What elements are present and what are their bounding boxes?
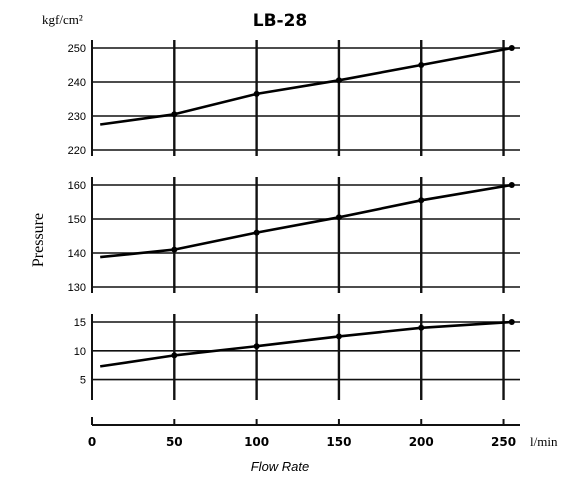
- series-line: [100, 183, 513, 259]
- y-tick-label: 240: [68, 77, 86, 89]
- data-point: [418, 62, 425, 68]
- x-unit-label: l/min: [530, 434, 558, 449]
- x-axis-label: Flow Rate: [251, 459, 310, 474]
- chart-title: LB-28: [253, 11, 308, 31]
- y-tick-label: 150: [68, 214, 86, 226]
- y-axis-label: Pressure: [30, 213, 47, 267]
- y-tick-label: 15: [74, 317, 86, 329]
- x-tick-label: 0: [88, 435, 96, 449]
- series-line: [100, 46, 513, 126]
- x-tick-label: 50: [166, 435, 183, 449]
- x-tick-label: 250: [491, 435, 516, 449]
- x-tick-label: 150: [326, 435, 351, 449]
- data-point: [253, 343, 260, 350]
- y-tick-label: 130: [68, 282, 86, 294]
- y-tick-label: 230: [68, 111, 86, 123]
- data-point: [171, 352, 178, 359]
- y-unit-label: kgf/cm²: [42, 12, 83, 27]
- panel-2: 130 140 150 160: [68, 177, 520, 294]
- data-point: [508, 182, 515, 188]
- y-tick-label: 140: [68, 248, 86, 260]
- data-point: [418, 197, 425, 204]
- data-point: [335, 214, 342, 221]
- data-point: [253, 90, 260, 97]
- data-point: [171, 246, 178, 253]
- y-tick-label: 10: [74, 346, 86, 358]
- data-point: [335, 77, 342, 84]
- y-tick-label: 220: [68, 145, 86, 157]
- y-tick-label: 5: [80, 375, 86, 387]
- panel-1: 220 230 240 250: [68, 40, 520, 157]
- data-point: [253, 229, 260, 236]
- data-point: [335, 333, 342, 340]
- x-tick-label: 100: [244, 435, 269, 449]
- data-point: [508, 45, 515, 51]
- x-tick-label: 200: [409, 435, 434, 449]
- y-tick-label: 250: [68, 43, 86, 55]
- data-point: [418, 324, 425, 331]
- data-point: [171, 111, 178, 118]
- series-line: [100, 320, 512, 368]
- y-tick-label: 160: [68, 180, 86, 192]
- panel-3: 5 10 15: [74, 314, 520, 400]
- data-point: [508, 319, 515, 325]
